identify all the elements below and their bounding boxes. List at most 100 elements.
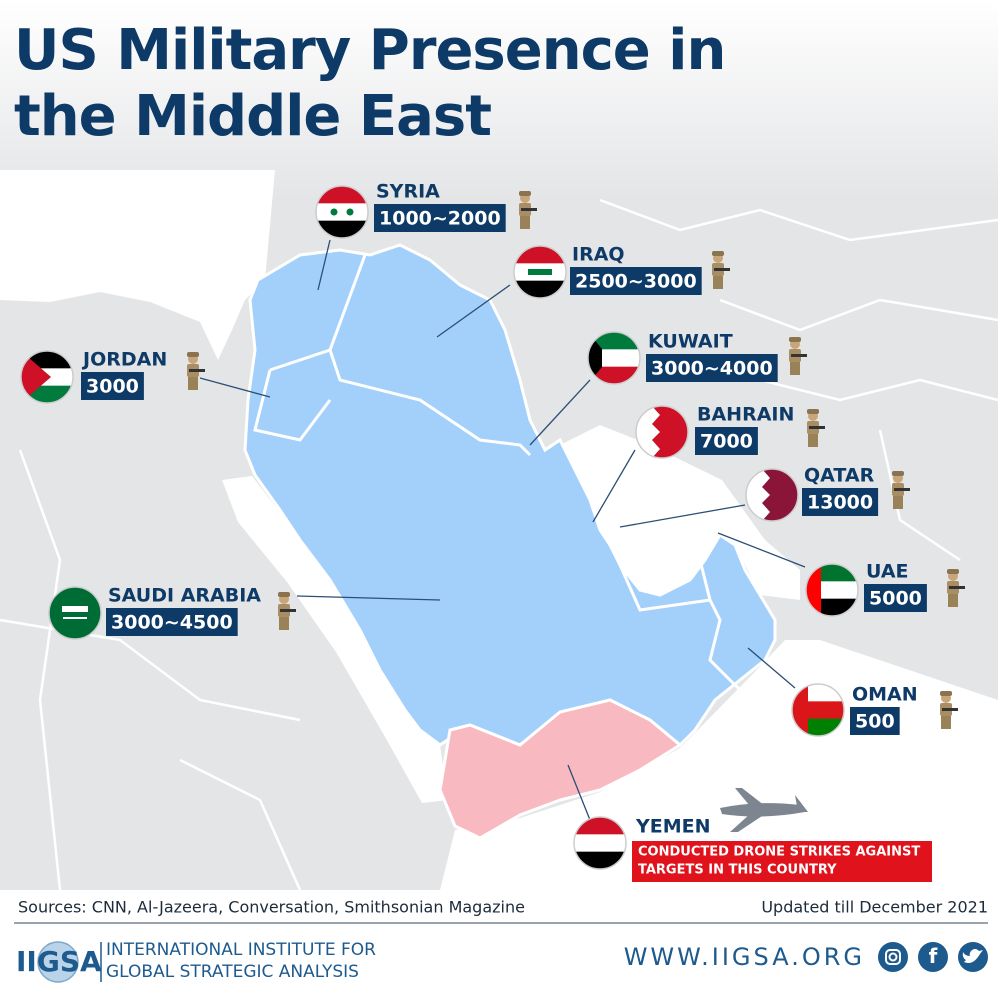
leader-line <box>717 532 806 568</box>
soldier-legs <box>790 362 800 375</box>
flag-rim <box>315 185 369 239</box>
title-fade <box>0 0 998 200</box>
troops-box <box>695 427 758 455</box>
troops-box <box>570 267 702 295</box>
flag-body <box>49 587 101 639</box>
country-name: QATAR <box>804 465 875 487</box>
soldier-rifle <box>280 609 296 612</box>
flag-body <box>514 246 566 298</box>
country-name: SAUDI ARABIA <box>108 585 261 607</box>
flag-serration <box>636 406 660 458</box>
soldier-helmet <box>940 691 952 696</box>
soldier-helmet <box>807 409 819 414</box>
soldier-legs <box>941 716 951 729</box>
flag-stripe <box>316 186 368 204</box>
flag-stripe <box>588 332 640 350</box>
yemen-region <box>438 698 683 840</box>
leader-line <box>747 647 796 689</box>
org-line: GLOBAL STRATEGIC ANALYSIS <box>106 962 359 982</box>
soldier-legs <box>893 496 903 509</box>
country-name: JORDAN <box>81 349 167 371</box>
troops-box <box>81 372 144 400</box>
flag <box>573 816 627 870</box>
soldier-rifle <box>791 354 807 357</box>
soldier-rifle <box>942 708 958 711</box>
flag-sword <box>63 617 87 619</box>
note-line: TARGETS IN THIS COUNTRY <box>638 863 837 878</box>
flag-body <box>316 186 368 238</box>
troops-label: 5000 <box>869 588 922 610</box>
soldier-rifle <box>809 426 825 429</box>
soldier-icon <box>278 592 296 630</box>
red-sea <box>222 476 448 803</box>
flag <box>315 185 369 239</box>
facebook-icon[interactable] <box>918 942 948 972</box>
flag <box>48 586 102 640</box>
country-name: IRAQ <box>572 244 625 266</box>
soldier-helmet <box>519 191 531 196</box>
flag-rim <box>573 816 627 870</box>
title: US Military Presence in the Middle East <box>14 18 726 149</box>
troops-label: 3000 <box>86 376 139 398</box>
soldier-rifle <box>521 208 537 211</box>
flag-rim <box>20 350 74 404</box>
drone <box>720 788 808 832</box>
leader-line <box>529 379 591 446</box>
flag-body <box>588 332 640 384</box>
org-line: INTERNATIONAL INSTITUTE FOR <box>106 940 376 960</box>
soldier-helmet <box>278 592 290 597</box>
internal-borders <box>253 254 742 692</box>
flag-serration <box>746 469 770 521</box>
flag-stripe <box>574 834 626 853</box>
flag <box>635 405 689 459</box>
flag <box>791 683 845 737</box>
soldier-rifle <box>894 488 910 491</box>
troops-label: 3000~4500 <box>111 612 233 634</box>
country-name: BAHRAIN <box>697 404 794 426</box>
soldier-legs <box>279 617 289 630</box>
troops-box <box>850 707 900 735</box>
flag <box>513 245 567 299</box>
country-name: UAE <box>866 561 909 583</box>
us-presence-region <box>243 243 777 748</box>
flag-rim <box>48 586 102 640</box>
flag-body <box>21 351 73 403</box>
flag-body <box>636 406 688 458</box>
flag-rim <box>587 331 641 385</box>
troops-label: 1000~2000 <box>379 208 501 230</box>
soldier-legs <box>713 276 723 289</box>
flag-body <box>574 817 626 869</box>
soldier-helmet <box>892 471 904 476</box>
website[interactable]: WWW.IIGSA.ORG <box>624 943 865 971</box>
flag <box>20 350 74 404</box>
troops-label: 2500~3000 <box>575 271 697 293</box>
soldier-legs <box>948 594 958 607</box>
flag-stripe <box>574 851 626 869</box>
flag <box>587 331 641 385</box>
instagram-icon[interactable] <box>878 942 908 972</box>
flag-rim <box>805 563 859 617</box>
flag-script <box>528 269 552 275</box>
flag-star <box>346 208 354 216</box>
leader-line <box>592 449 636 523</box>
flag-script <box>62 606 88 612</box>
footer-bg <box>0 890 998 998</box>
troops-box <box>106 608 238 636</box>
soldier-helmet <box>789 337 801 342</box>
soldier-legs <box>520 216 530 229</box>
troops-box <box>864 584 927 612</box>
troops-box <box>646 354 778 382</box>
social-icons: f <box>878 942 988 972</box>
flag-rim <box>635 405 689 459</box>
flag-stripe <box>316 203 368 222</box>
flag <box>805 563 859 617</box>
note-box <box>632 841 932 882</box>
flag-stripe <box>49 587 101 639</box>
flag-triangle <box>21 351 51 403</box>
troops-label: 13000 <box>807 492 873 514</box>
country-name: KUWAIT <box>648 331 733 353</box>
flag-body <box>746 469 798 521</box>
note-line: CONDUCTED DRONE STRIKES AGAINST <box>638 845 920 860</box>
